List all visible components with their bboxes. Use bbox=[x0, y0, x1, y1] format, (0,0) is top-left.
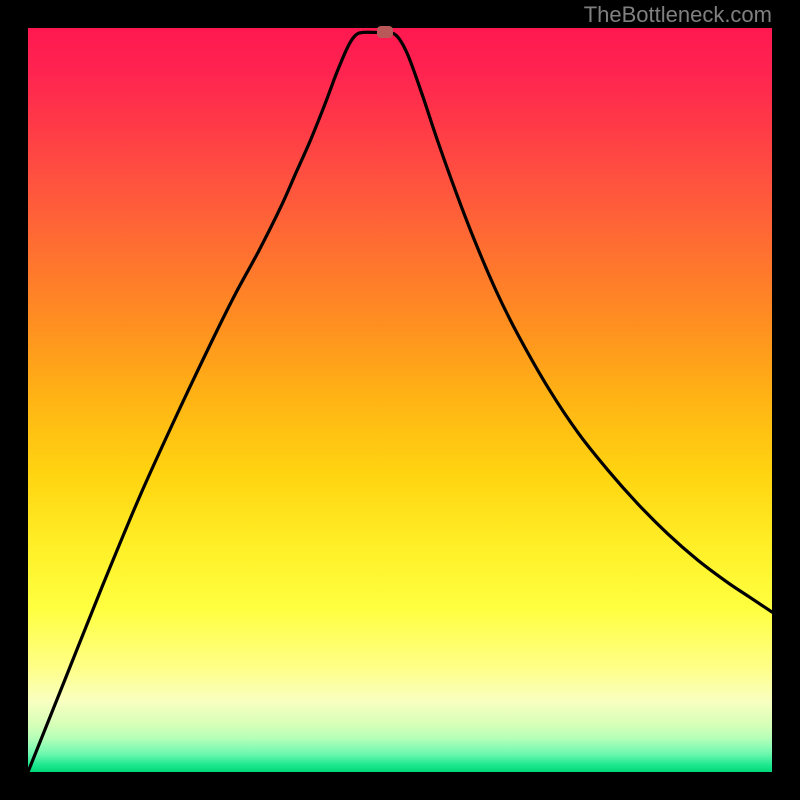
plot-area bbox=[28, 28, 772, 772]
chart-frame: TheBottleneck.com bbox=[0, 0, 800, 800]
watermark-text: TheBottleneck.com bbox=[584, 2, 772, 28]
current-config-marker bbox=[377, 26, 393, 38]
bottleneck-curve bbox=[28, 28, 772, 772]
